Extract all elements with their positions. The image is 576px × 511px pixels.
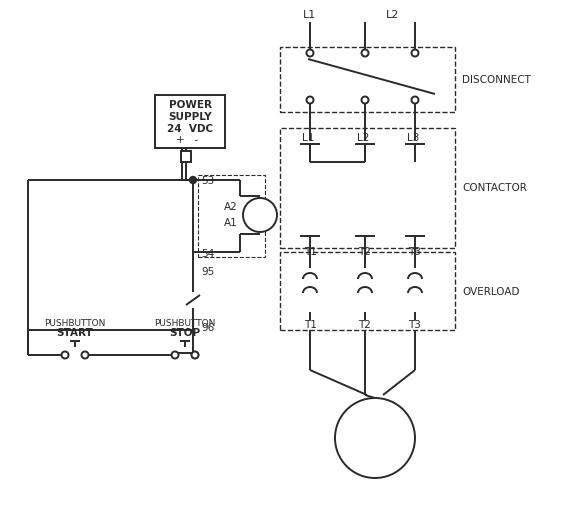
Text: L3: L3 (407, 133, 419, 143)
Circle shape (62, 352, 69, 359)
Text: L2: L2 (357, 133, 369, 143)
Text: A2: A2 (224, 202, 238, 212)
Text: T3: T3 (408, 247, 422, 257)
Text: +   -: + - (176, 135, 198, 145)
Circle shape (191, 352, 199, 359)
Text: T2: T2 (359, 247, 372, 257)
Text: 1 PHASE: 1 PHASE (353, 426, 397, 436)
Text: T3: T3 (408, 320, 422, 330)
Text: A1: A1 (224, 218, 238, 228)
Text: STOP: STOP (169, 328, 200, 338)
Circle shape (362, 50, 369, 57)
Text: OVERLOAD: OVERLOAD (462, 287, 520, 297)
Bar (198, 175, 265, 257)
Circle shape (190, 176, 196, 183)
Bar (280, 252, 455, 330)
Text: T2: T2 (359, 320, 372, 330)
Text: START: START (56, 328, 93, 338)
Text: SUPPLY: SUPPLY (168, 112, 212, 122)
Text: PUSHBUTTON: PUSHBUTTON (154, 318, 215, 328)
Text: L1: L1 (304, 10, 317, 20)
Text: PUSHBUTTON: PUSHBUTTON (44, 318, 105, 328)
Text: T1: T1 (304, 247, 316, 257)
Text: DISCONNECT: DISCONNECT (462, 75, 531, 85)
Text: MOTOR: MOTOR (355, 440, 395, 450)
Circle shape (81, 352, 89, 359)
Text: 53: 53 (201, 176, 214, 186)
Bar (181, 151, 191, 162)
Text: POWER: POWER (169, 100, 211, 110)
Circle shape (306, 97, 313, 104)
Circle shape (172, 352, 179, 359)
Bar (155, 95, 225, 148)
Bar (280, 47, 455, 112)
Text: M1: M1 (251, 210, 270, 220)
Text: L2: L2 (386, 10, 400, 20)
Circle shape (335, 398, 415, 478)
Bar (280, 128, 455, 248)
Text: 54: 54 (201, 249, 214, 259)
Text: L1: L1 (302, 133, 314, 143)
Circle shape (411, 50, 419, 57)
Circle shape (243, 198, 277, 232)
Text: 95: 95 (201, 267, 214, 277)
Circle shape (362, 97, 369, 104)
Text: 24  VDC: 24 VDC (167, 124, 213, 134)
Text: CONTACTOR: CONTACTOR (462, 183, 527, 193)
Circle shape (411, 97, 419, 104)
Circle shape (306, 50, 313, 57)
Text: T1: T1 (304, 320, 316, 330)
Circle shape (191, 352, 199, 359)
Text: 96: 96 (201, 323, 214, 333)
